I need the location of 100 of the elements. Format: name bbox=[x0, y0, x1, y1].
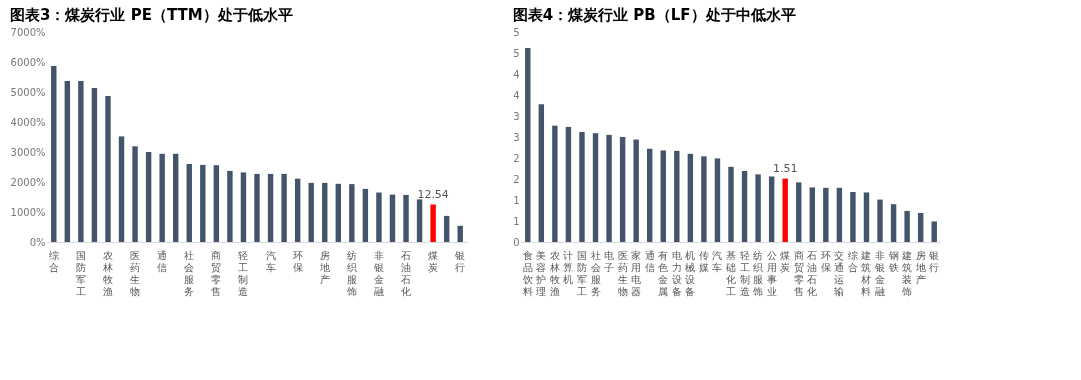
bar bbox=[308, 182, 314, 242]
y-tick-label: 3 bbox=[513, 110, 520, 122]
bar bbox=[186, 164, 192, 242]
bar bbox=[376, 192, 382, 242]
bar bbox=[809, 187, 815, 242]
x-tick-label: 通信 bbox=[644, 249, 655, 273]
x-tick-label: 非银金融 bbox=[874, 249, 886, 297]
bar bbox=[457, 225, 463, 242]
bar bbox=[443, 215, 450, 242]
y-tick-label: 2 bbox=[513, 173, 520, 185]
x-tick-label: 建筑装饰 bbox=[901, 249, 913, 297]
y-tick-label: 4 bbox=[513, 89, 520, 101]
bar bbox=[213, 165, 220, 242]
bar bbox=[389, 194, 396, 242]
bar bbox=[538, 104, 545, 242]
x-tick-label: 轻工制造 bbox=[238, 249, 249, 297]
bar bbox=[362, 188, 369, 242]
x-tick-label: 综合 bbox=[847, 249, 858, 273]
bar bbox=[118, 136, 125, 242]
x-tick-label: 钢铁 bbox=[887, 249, 899, 273]
x-tick-label: 公用事业 bbox=[766, 249, 777, 297]
bar bbox=[430, 204, 436, 242]
bar bbox=[592, 133, 599, 242]
x-tick-label: 环保 bbox=[292, 249, 303, 273]
y-tick-label: 3000% bbox=[10, 146, 46, 158]
bar bbox=[416, 199, 423, 242]
bar bbox=[240, 172, 247, 242]
y-tick-label: 2 bbox=[513, 152, 520, 164]
x-tick-label: 机械设备 bbox=[685, 249, 696, 297]
bar bbox=[294, 178, 301, 242]
x-tick-label: 商贸零售 bbox=[793, 249, 804, 297]
bar bbox=[931, 221, 937, 242]
x-tick-label: 传媒 bbox=[698, 249, 709, 273]
y-tick-label: 0% bbox=[29, 236, 46, 248]
y-tick-label: 5 bbox=[513, 47, 520, 59]
x-tick-label: 纺织服饰 bbox=[345, 249, 357, 297]
bar bbox=[701, 156, 707, 242]
y-tick-label: 6000% bbox=[10, 56, 46, 68]
y-tick-label: 2000% bbox=[10, 176, 46, 188]
x-tick-label: 农林牧渔 bbox=[548, 249, 560, 297]
bar bbox=[768, 176, 775, 242]
x-tick-label: 商贸零售 bbox=[211, 249, 222, 297]
x-tick-label: 食品饮料 bbox=[521, 249, 533, 297]
bar bbox=[606, 134, 612, 242]
x-tick-label: 有色金属 bbox=[658, 249, 669, 297]
bar bbox=[863, 192, 870, 242]
x-tick-label: 房地产 bbox=[318, 249, 330, 285]
bar bbox=[105, 95, 111, 242]
bar bbox=[552, 125, 558, 242]
bar bbox=[782, 178, 788, 242]
x-tick-label: 社会服务 bbox=[184, 249, 195, 297]
bar bbox=[200, 164, 206, 242]
chart-title: 图表4：煤炭行业 PB（LF）处于中低水平 bbox=[512, 6, 796, 24]
bar bbox=[823, 187, 829, 242]
bar bbox=[796, 182, 802, 242]
bar bbox=[741, 171, 748, 242]
bar bbox=[322, 182, 328, 242]
x-tick-label: 汽车 bbox=[265, 249, 276, 273]
x-tick-label: 医药生物 bbox=[130, 249, 141, 297]
x-tick-label: 煤炭 bbox=[428, 249, 439, 273]
y-tick-label: 5 bbox=[513, 26, 520, 38]
bar bbox=[579, 131, 585, 242]
bar bbox=[633, 139, 639, 242]
y-tick-label: 1 bbox=[513, 215, 520, 227]
bar bbox=[565, 126, 572, 242]
bar bbox=[525, 47, 531, 242]
bar bbox=[660, 150, 666, 242]
x-tick-label: 交通运输 bbox=[834, 249, 845, 297]
y-tick-label: 5000% bbox=[10, 86, 46, 98]
x-tick-label: 银行 bbox=[454, 249, 466, 273]
bar bbox=[755, 174, 761, 242]
bar bbox=[145, 152, 152, 242]
bar bbox=[674, 150, 680, 242]
bar bbox=[877, 199, 883, 242]
bar bbox=[917, 213, 924, 242]
x-tick-label: 家用电器 bbox=[631, 249, 642, 297]
x-tick-label: 美容护理 bbox=[535, 249, 547, 297]
y-tick-label: 4 bbox=[513, 68, 520, 80]
bar bbox=[349, 184, 355, 242]
y-tick-label: 4000% bbox=[10, 116, 46, 128]
x-tick-label: 通信 bbox=[157, 249, 168, 273]
x-tick-label: 基础化工 bbox=[725, 249, 736, 297]
bar bbox=[890, 204, 897, 242]
x-tick-label: 社会服务 bbox=[590, 249, 601, 297]
bar bbox=[227, 170, 233, 242]
x-tick-label: 国防军工 bbox=[576, 249, 587, 297]
x-tick-label: 电子 bbox=[604, 249, 615, 273]
x-tick-label: 房地产 bbox=[914, 249, 926, 285]
annotation: 12.54 bbox=[417, 187, 449, 201]
bar bbox=[687, 153, 694, 242]
x-tick-label: 建筑材料 bbox=[860, 249, 872, 297]
x-tick-label: 轻工制造 bbox=[739, 249, 750, 297]
x-tick-label: 汽车 bbox=[712, 249, 723, 273]
bar bbox=[281, 173, 287, 242]
x-tick-label: 环保 bbox=[820, 249, 831, 273]
x-tick-label: 计算机 bbox=[563, 249, 574, 285]
bar bbox=[836, 187, 843, 242]
y-tick-label: 0 bbox=[513, 236, 520, 248]
bar bbox=[64, 80, 71, 242]
x-tick-label: 国防军工 bbox=[75, 249, 86, 297]
